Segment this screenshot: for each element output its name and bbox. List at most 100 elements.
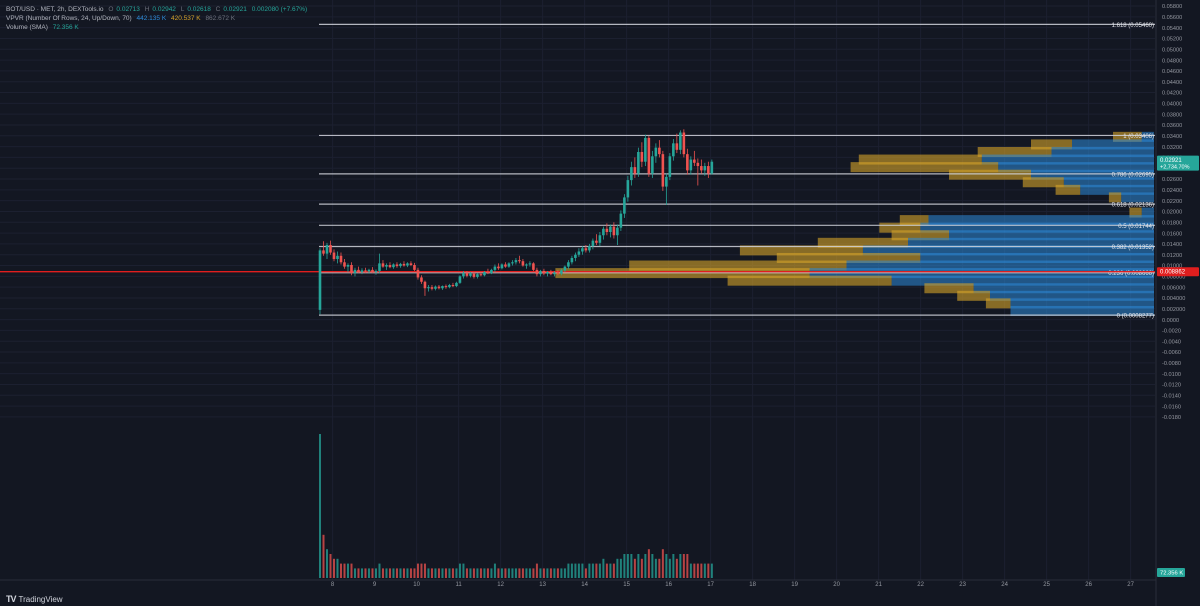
candle-body <box>339 255 343 263</box>
volume-bar <box>672 554 675 578</box>
volume-bar <box>444 568 447 578</box>
price-axis[interactable]: 0.05800 0.05600 0.05400 0.05200 0.05000 0.048… <box>1155 0 1185 606</box>
candle-body <box>469 273 472 276</box>
volume-bar <box>584 568 587 578</box>
price-tick-label: 0.05800 <box>1162 4 1182 10</box>
candle-body <box>318 250 322 310</box>
candle-body <box>360 270 364 273</box>
candle-body <box>406 263 409 266</box>
vp-row-up <box>990 290 1154 301</box>
volume-badge-text: 72.356 K <box>1160 571 1183 577</box>
price-tick-label: 0.01200 <box>1162 253 1182 259</box>
candle-body <box>399 263 402 267</box>
candle-body <box>633 167 637 174</box>
time-tick-label: 16 <box>665 582 672 588</box>
volume-bar <box>350 563 353 578</box>
volume-bar <box>633 558 636 578</box>
volume-bar <box>364 568 367 578</box>
candle-body <box>353 269 357 274</box>
time-axis[interactable]: 8 9 10 11 12 13 14 15 16 17 18 19 20 21 22 23 24 25 26 27 <box>0 579 1156 588</box>
candle-body <box>623 197 626 214</box>
candle-body <box>654 147 658 157</box>
volume-bar <box>504 568 507 578</box>
candle-body <box>630 167 633 181</box>
candle-body <box>710 161 714 174</box>
price-tick-label: 0.04600 <box>1162 69 1182 75</box>
volume-bar <box>479 568 482 578</box>
fib-level-label: 0.382 (0.01352) <box>1112 245 1154 251</box>
vp-row-up <box>846 260 1154 271</box>
volume-bars <box>319 434 713 578</box>
price-badges: 0.02921+2,734.70% 0.008862 72.356 K <box>1157 155 1199 577</box>
volume-bar <box>689 563 692 578</box>
hline-price-text: 0.008862 <box>1160 270 1186 276</box>
volume-bar <box>549 568 552 578</box>
candle-body <box>444 286 448 288</box>
price-tick-label: 0.05000 <box>1162 47 1182 53</box>
volume-bar <box>532 568 535 578</box>
volume-bar <box>493 563 496 578</box>
vp-row-down <box>858 154 982 165</box>
volume-bar <box>346 563 349 578</box>
fib-level-label: 0.5 (0.01744) <box>1118 224 1154 230</box>
volume-bar <box>546 568 549 578</box>
fib-level-label: 0.786 (0.02695) <box>1112 172 1154 178</box>
header-vpvr-line[interactable]: VPVR (Number Of Rows, 24, Up/Down, 70) 4… <box>6 15 238 23</box>
volume-bar <box>647 549 650 578</box>
fib-level-label: 0.236 (0.008666) <box>1108 271 1154 277</box>
candle-body <box>364 270 367 272</box>
candle-body <box>448 285 451 288</box>
price-tick-label: 0.002000 <box>1162 307 1185 313</box>
price-tick-label: -0.0060 <box>1162 350 1181 356</box>
price-tick-label: -0.0020 <box>1162 329 1181 335</box>
vp-row-down <box>629 260 847 271</box>
grid-lines <box>0 0 1155 580</box>
candle-body <box>570 257 574 263</box>
tradingview-logo[interactable]: TV TradingView <box>6 594 63 604</box>
time-tick-label: 24 <box>1001 582 1008 588</box>
vp-row-down <box>1031 139 1072 150</box>
price-tick-label: 0.0000 <box>1162 318 1179 324</box>
volume-bar <box>640 558 643 578</box>
volume-badge <box>1157 568 1185 577</box>
volume-bar <box>319 434 321 578</box>
volume-bar <box>707 563 710 578</box>
fib-level-label: 1.618 (0.05460) <box>1112 23 1154 29</box>
time-tick-label: 25 <box>1043 582 1050 588</box>
volume-bar <box>654 558 657 578</box>
candle-body <box>430 287 434 289</box>
candle-body <box>528 263 532 265</box>
fibonacci-retracement[interactable]: 1.618 (0.05460) 1 (0.03406) 0.786 (0.02695… <box>319 23 1155 320</box>
candle-body <box>521 261 525 266</box>
candle-body <box>602 228 605 236</box>
candle-body <box>619 213 623 228</box>
candle-body <box>637 151 640 174</box>
symbol-title[interactable]: BOT/USD · MET, 2h, DEXTools.io <box>6 6 104 13</box>
candle-body <box>525 264 528 266</box>
price-tick-label: -0.0180 <box>1162 415 1181 421</box>
header-volume-line[interactable]: Volume (SMA) 72.356 K <box>6 24 82 32</box>
candle-body <box>423 281 427 289</box>
price-tick-label: -0.0040 <box>1162 339 1181 345</box>
vp-row-up <box>891 275 1154 286</box>
volume-bar <box>353 568 356 578</box>
vp-row-down <box>879 222 921 233</box>
volume-bar <box>486 568 489 578</box>
header-ohlc-line: BOT/USD · MET, 2h, DEXTools.io O 0.02713 … <box>6 6 308 13</box>
candle-body <box>609 226 612 233</box>
candle-body <box>500 264 504 269</box>
volume-bar <box>388 568 391 578</box>
volume-bar <box>619 558 622 578</box>
vp-row-down <box>739 245 863 256</box>
vp-row-up <box>1080 184 1154 195</box>
price-tick-label: 0.04000 <box>1162 102 1182 108</box>
price-tick-label: 0.03200 <box>1162 145 1182 151</box>
candle-body <box>581 248 584 252</box>
vp-row-down <box>817 237 908 248</box>
candle-body <box>686 154 689 171</box>
volume-bar <box>605 563 608 578</box>
candle-body <box>392 264 395 268</box>
vp-row-up <box>1121 192 1154 203</box>
candle-body <box>598 235 602 243</box>
